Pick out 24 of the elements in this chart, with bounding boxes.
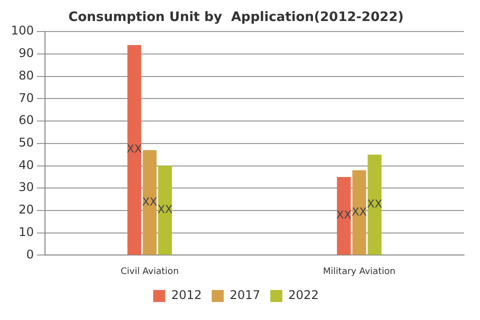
bar <box>127 45 142 255</box>
bar <box>158 166 172 255</box>
y-tick-label: 90 <box>18 46 34 60</box>
legend-label: 2022 <box>288 288 319 302</box>
y-tick-label: 70 <box>18 90 34 105</box>
bar <box>142 150 157 255</box>
x-tick-label: Military Aviation <box>323 266 396 277</box>
data-label: XX <box>352 205 368 218</box>
y-tick-label: 0 <box>26 247 34 262</box>
bar <box>352 170 366 255</box>
y-tick-label: 60 <box>18 113 34 128</box>
y-tick-label: 100 <box>11 24 34 38</box>
bar <box>368 154 382 255</box>
y-tick-label: 50 <box>18 136 34 150</box>
y-tick-label: 30 <box>18 180 34 194</box>
legend-label: 2012 <box>171 288 202 302</box>
y-tick-label: 40 <box>18 158 34 172</box>
y-tick-label: 80 <box>18 68 34 82</box>
x-tick-label: Civil Aviation <box>120 266 179 277</box>
data-label: XX <box>158 203 174 216</box>
legend-label: 2017 <box>230 288 260 302</box>
chart-title: Consumption Unit by Application(2012-2022) <box>68 10 404 26</box>
y-tick-label: 20 <box>18 202 34 217</box>
y-tick-label: 10 <box>18 224 34 239</box>
